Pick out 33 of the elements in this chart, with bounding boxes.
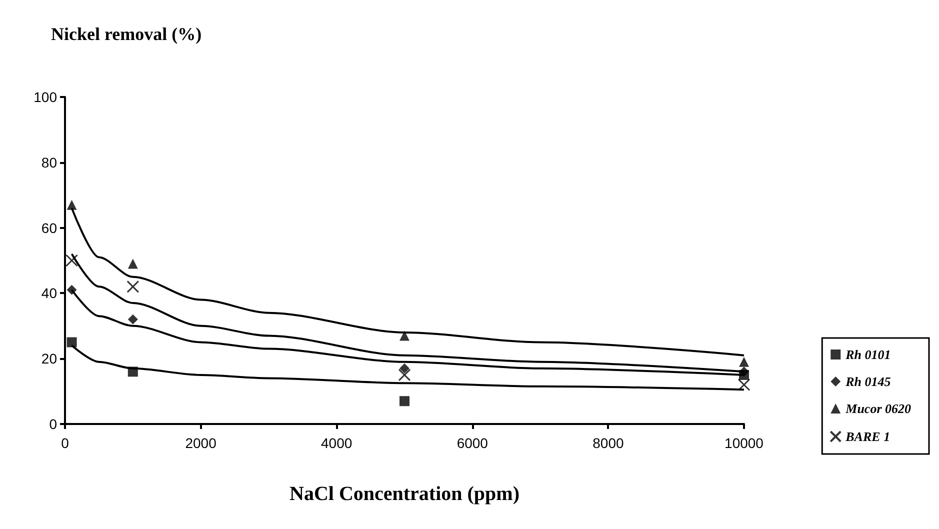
y-tick-label: 80 <box>41 154 58 170</box>
y-tick-label: 0 <box>49 416 58 432</box>
legend-label: BARE 1 <box>844 429 890 444</box>
legend-label: Rh 0145 <box>844 374 892 389</box>
x-tick-label: 0 <box>61 435 70 451</box>
point <box>738 378 750 392</box>
chart-title: Nickel removal (%) <box>51 24 202 44</box>
point <box>66 337 77 348</box>
point <box>400 363 410 374</box>
y-tick-label: 100 <box>34 89 58 105</box>
point <box>128 258 138 269</box>
point <box>400 396 410 406</box>
y-tick-label: 60 <box>41 220 58 236</box>
point <box>66 254 78 267</box>
x-tick-label: 4000 <box>321 435 352 451</box>
point <box>66 284 77 295</box>
point <box>128 366 138 377</box>
x-tick-label: 8000 <box>592 435 624 451</box>
point <box>398 368 411 382</box>
y-tick-label: 40 <box>41 285 58 302</box>
point <box>400 330 410 341</box>
x-axis-title: NaCl Concentration (ppm) <box>290 483 520 505</box>
y-tick-label: 20 <box>41 350 58 367</box>
x-tick-label: 6000 <box>456 435 488 451</box>
point <box>739 356 749 367</box>
legend-label: Rh 0101 <box>844 347 891 362</box>
point <box>66 200 77 210</box>
x-tick-label: 2000 <box>185 435 217 451</box>
point <box>739 366 749 377</box>
x-tick-label: 10000 <box>724 435 764 451</box>
point <box>128 314 138 324</box>
legend-label: Mucor 0620 <box>844 401 912 416</box>
point <box>126 280 140 293</box>
